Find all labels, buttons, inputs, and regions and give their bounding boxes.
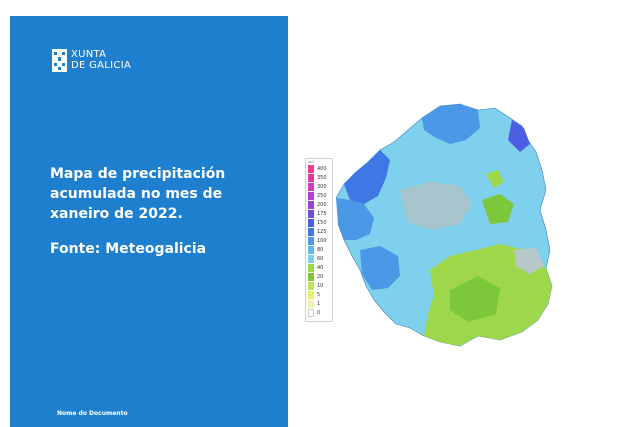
legend-label: 100 (317, 237, 327, 244)
legend-label: 60 (317, 255, 324, 262)
legend-item: 10 (308, 281, 323, 290)
legend-item: 175 (308, 209, 327, 218)
legend-item: 0 (308, 308, 320, 317)
legend-item: 300 (308, 182, 327, 191)
legend-swatch (308, 290, 314, 299)
legend-label: 10 (317, 282, 324, 289)
galicia-precipitation-map (335, 103, 553, 347)
legend-item: 400 (308, 164, 327, 173)
map-zone-low-patch-1 (482, 194, 514, 224)
legend-label: 150 (317, 219, 327, 226)
page-title: Mapa de precipitación acumulada no mes d… (50, 166, 226, 222)
legend-label: 175 (317, 210, 327, 217)
legend-label: 125 (317, 228, 327, 235)
map-zone-wet-southwest (360, 246, 400, 290)
map-zone-grey-east (514, 248, 544, 274)
legend-swatch (308, 272, 314, 281)
legend-label: 80 (317, 246, 324, 253)
legend-label: 5 (317, 291, 321, 298)
legend-label: 300 (317, 183, 327, 190)
precipitation-legend: l/m² 400 350 300 250 200 175 150 125 100… (305, 158, 333, 322)
legend-swatch (308, 209, 314, 218)
legend-item: 80 (308, 245, 323, 254)
legend-item: 40 (308, 263, 323, 272)
legend-item: 20 (308, 272, 323, 281)
title-panel: XUNTA DE GALICIA Mapa de precipitación a… (10, 16, 288, 427)
legend-item: 5 (308, 290, 320, 299)
map-zone-wet-west (336, 198, 374, 240)
legend-swatch (308, 200, 314, 209)
legend-swatch (308, 182, 314, 191)
legend-swatch (308, 191, 314, 200)
source-text: Fonte: Meteogalicia (50, 241, 207, 257)
brand-line1: XUNTA (71, 49, 107, 60)
map-zone-mid (400, 182, 472, 230)
map-zone-low-patch-3 (450, 276, 500, 322)
map-zone-very-wet-west (344, 150, 390, 204)
legend-swatch (308, 218, 314, 227)
legend-label: 40 (317, 264, 324, 271)
legend-label: 0 (317, 309, 321, 316)
legend-unit: l/m² (308, 160, 314, 164)
legend-item: 200 (308, 200, 327, 209)
legend-item: 150 (308, 218, 327, 227)
map-zone-low-patch-2 (486, 170, 504, 188)
legend-item: 125 (308, 227, 327, 236)
map-zone-very-wet-north (422, 104, 480, 144)
legend-label: 200 (317, 201, 327, 208)
legend-swatch (308, 254, 314, 263)
legend-item: 100 (308, 236, 327, 245)
xunta-logo: XUNTA DE GALICIA (52, 49, 131, 72)
legend-swatch (308, 263, 314, 272)
legend-swatch (308, 173, 314, 182)
legend-label: 20 (317, 273, 324, 280)
legend-swatch (308, 164, 314, 173)
legend-swatch (308, 281, 314, 290)
brand-line2: DE GALICIA (71, 60, 132, 71)
document-name: Nome do Documento (57, 410, 128, 417)
galicia-crest-icon (52, 49, 67, 72)
legend-label: 1 (317, 300, 321, 307)
legend-swatch (308, 299, 314, 308)
legend-swatch (308, 245, 314, 254)
legend-item: 60 (308, 254, 323, 263)
legend-item: 350 (308, 173, 327, 182)
legend-swatch (308, 227, 314, 236)
legend-swatch (308, 308, 314, 317)
legend-label: 350 (317, 174, 327, 181)
map-zone-wet-mountains (508, 120, 530, 152)
legend-label: 400 (317, 165, 327, 172)
legend-label: 250 (317, 192, 327, 199)
legend-item: 250 (308, 191, 327, 200)
legend-item: 1 (308, 299, 320, 308)
legend-swatch (308, 236, 314, 245)
